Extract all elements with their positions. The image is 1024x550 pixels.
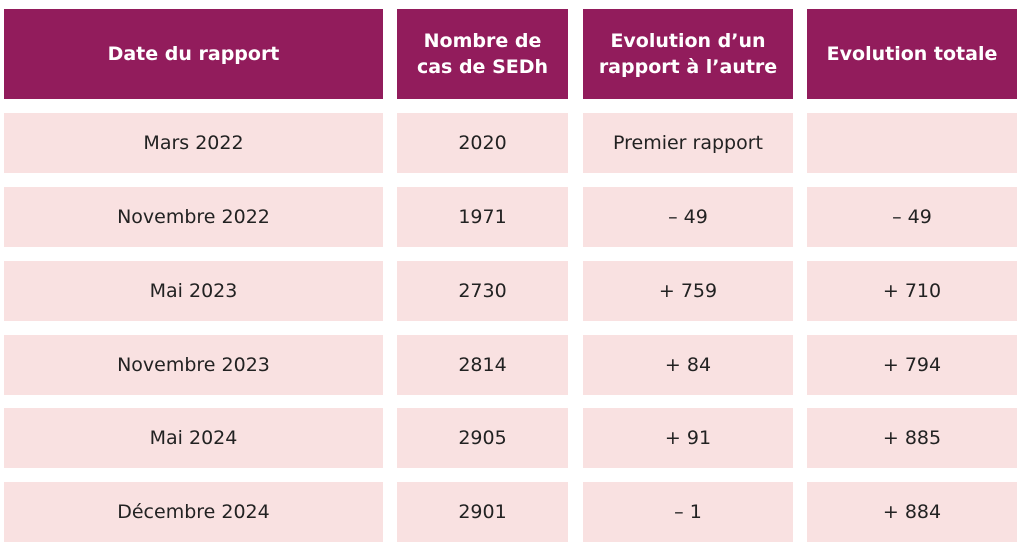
cell-case-count: 2814: [397, 335, 568, 395]
cell-total-evolution: + 884: [807, 482, 1017, 542]
cell-date: Novembre 2023: [4, 335, 383, 395]
cell-evolution: Premier rapport: [583, 113, 793, 173]
cell-date: Mai 2023: [4, 261, 383, 321]
cell-evolution: – 49: [583, 187, 793, 247]
cell-evolution: + 84: [583, 335, 793, 395]
cell-case-count: 2901: [397, 482, 568, 542]
cell-total-evolution: + 885: [807, 408, 1017, 468]
cell-evolution: – 1: [583, 482, 793, 542]
header-total-evolution: Evolution totale: [807, 9, 1017, 99]
cell-date: Mai 2024: [4, 408, 383, 468]
cell-total-evolution: [807, 113, 1017, 173]
cell-date: Décembre 2024: [4, 482, 383, 542]
cell-evolution: + 91: [583, 408, 793, 468]
header-evolution-between-reports: Evolution d’un rapport à l’autre: [583, 9, 793, 99]
cell-total-evolution: + 710: [807, 261, 1017, 321]
header-date: Date du rapport: [4, 9, 383, 99]
cell-case-count: 2730: [397, 261, 568, 321]
cell-case-count: 2905: [397, 408, 568, 468]
cell-case-count: 2020: [397, 113, 568, 173]
cell-date: Novembre 2022: [4, 187, 383, 247]
header-case-count: Nombre de cas de SEDh: [397, 9, 568, 99]
cell-evolution: + 759: [583, 261, 793, 321]
cell-total-evolution: + 794: [807, 335, 1017, 395]
cell-date: Mars 2022: [4, 113, 383, 173]
cell-total-evolution: – 49: [807, 187, 1017, 247]
cell-case-count: 1971: [397, 187, 568, 247]
